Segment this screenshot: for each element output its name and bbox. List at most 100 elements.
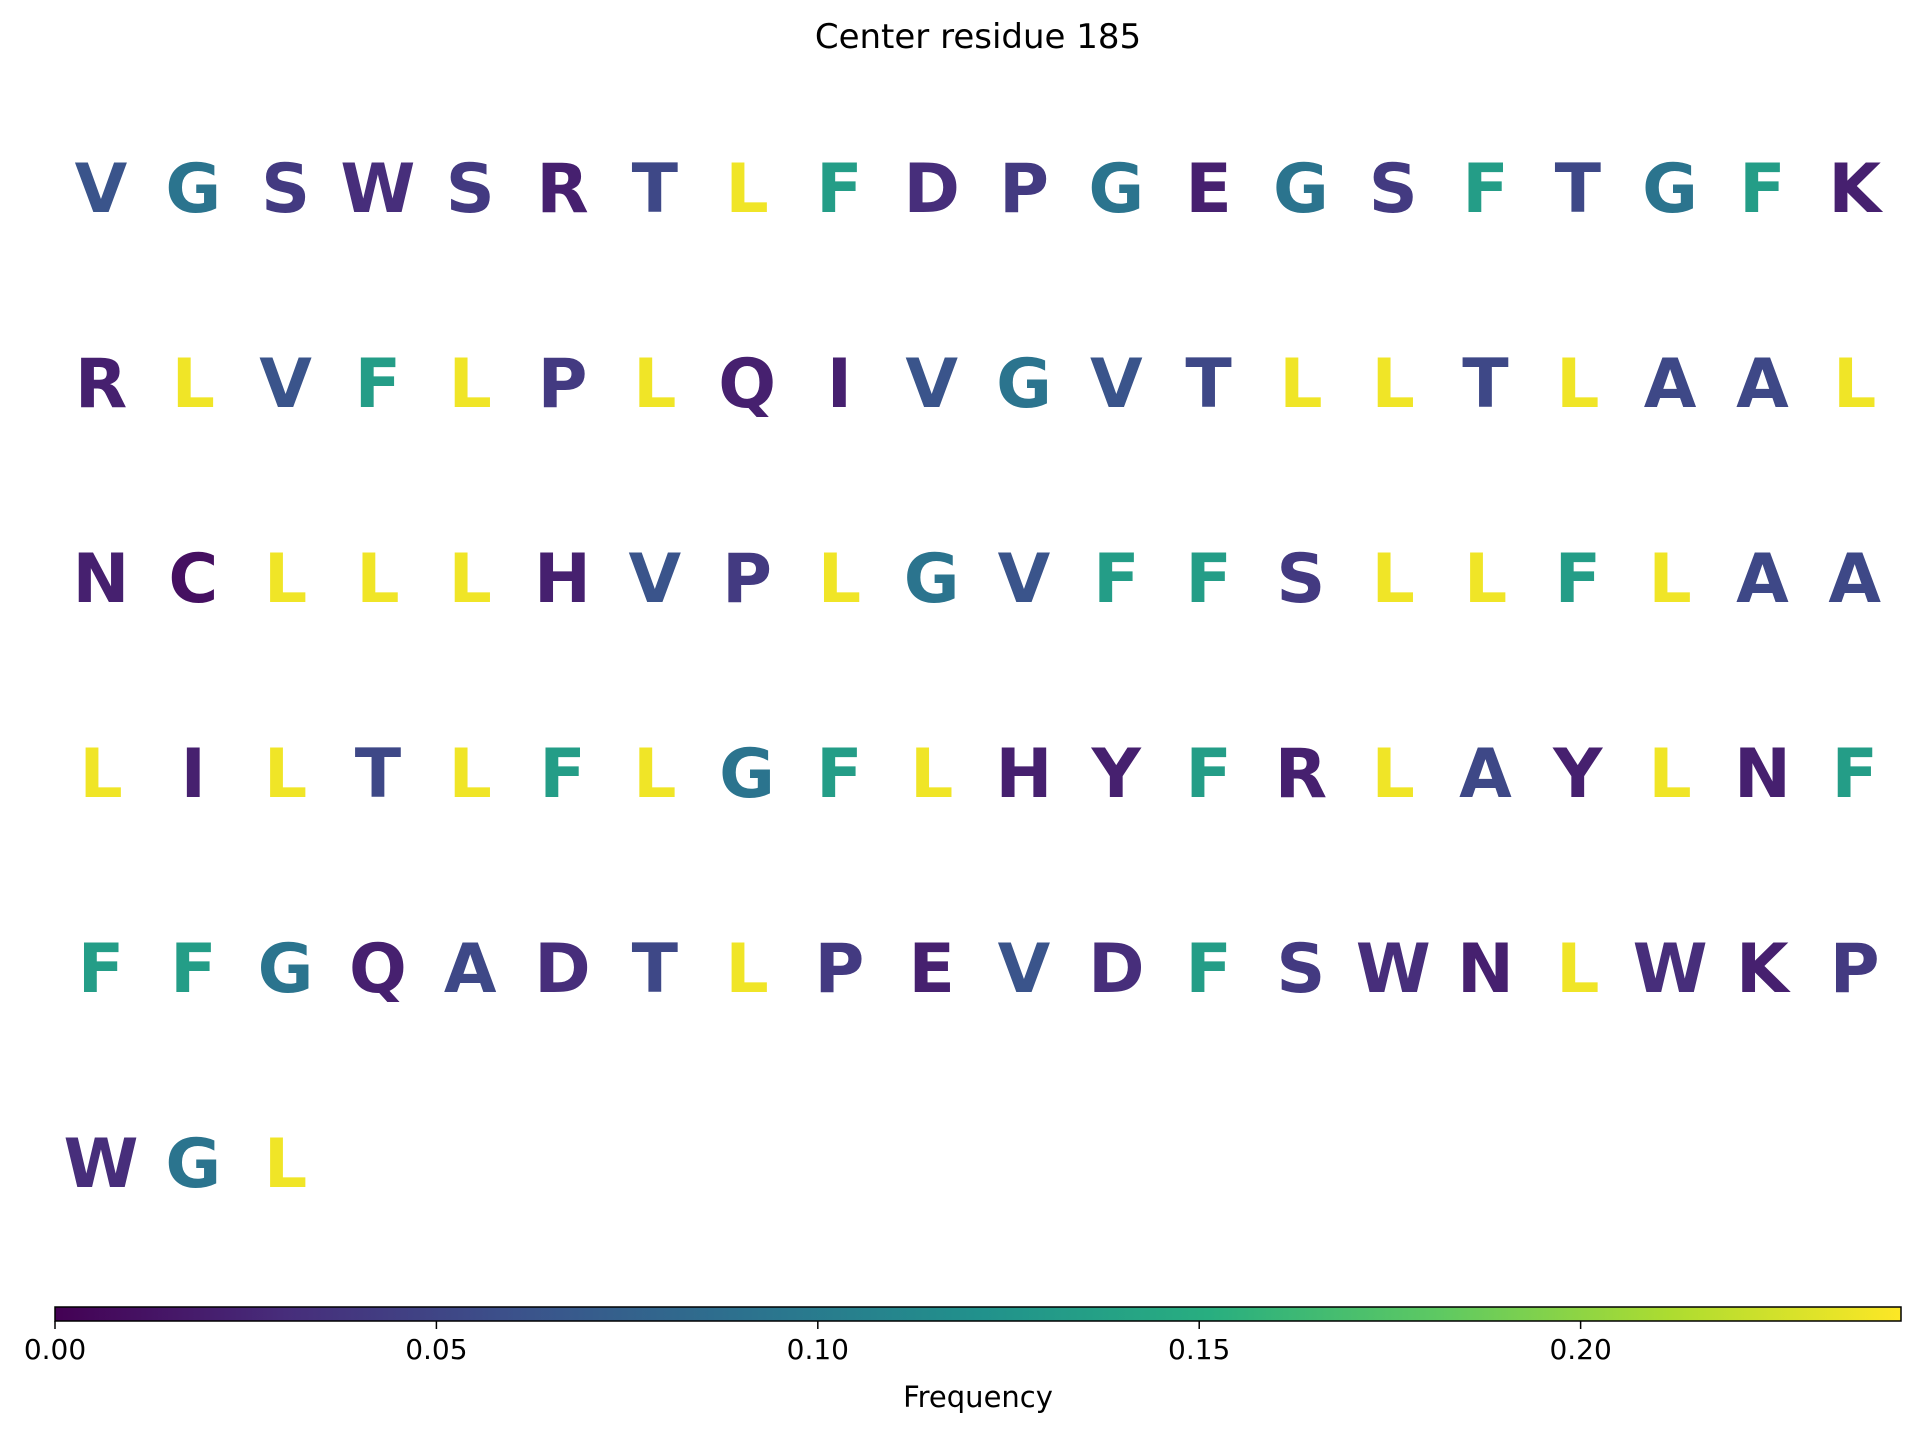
residue-letter: T: [632, 930, 679, 1009]
residue-letter: H: [996, 735, 1053, 814]
residue-letter: E: [1185, 150, 1231, 229]
residue-letter: L: [264, 735, 307, 814]
colorbar-tick-label: 0.15: [1168, 1333, 1230, 1366]
residue-letter: W: [63, 1125, 138, 1204]
residue-letter: I: [181, 735, 206, 814]
residue-letter: F: [355, 345, 401, 424]
residue-letter: P: [538, 345, 588, 424]
residue-letter: K: [1828, 150, 1883, 229]
residue-letter: V: [628, 540, 681, 619]
residue-letter: L: [1279, 345, 1322, 424]
residue-letter: P: [814, 930, 864, 1009]
residue-letter: G: [719, 735, 775, 814]
residue-letter: A: [444, 930, 497, 1009]
residue-letter: R: [1275, 735, 1327, 814]
residue-letter: F: [78, 930, 124, 1009]
residue-letter: L: [449, 735, 492, 814]
residue-letter: A: [1459, 735, 1512, 814]
residue-letter: L: [818, 540, 861, 619]
residue-letter: N: [1457, 930, 1514, 1009]
residue-letter: P: [1830, 930, 1880, 1009]
residue-letter: L: [910, 735, 953, 814]
residue-letter: G: [904, 540, 960, 619]
residue-letter: N: [73, 540, 130, 619]
residue-letter: G: [1273, 150, 1329, 229]
residue-letter: I: [827, 345, 852, 424]
residue-letter: L: [633, 735, 676, 814]
residue-letter: W: [1356, 930, 1431, 1009]
residue-letter: D: [1088, 930, 1144, 1009]
residue-letter: L: [264, 1125, 307, 1204]
colorbar-ticks: 0.00 0.05 0.10 0.15 0.20: [24, 1321, 1612, 1366]
residue-letter: T: [1555, 150, 1602, 229]
residue-letter: W: [1633, 930, 1708, 1009]
residue-letter: L: [633, 345, 676, 424]
residue-letter: G: [996, 345, 1052, 424]
residue-letter: D: [903, 150, 959, 229]
residue-letter: A: [1828, 540, 1881, 619]
colorbar: 0.00 0.05 0.10 0.15 0.20 Frequency: [24, 1306, 1902, 1414]
residue-letter: D: [534, 930, 590, 1009]
residue-letter: L: [725, 150, 768, 229]
residue-letter: F: [1462, 150, 1508, 229]
residue-letter: G: [165, 150, 221, 229]
residue-letter: S: [1276, 540, 1325, 619]
residue-letter: Q: [718, 345, 776, 424]
residue-letter: L: [1833, 345, 1876, 424]
residue-letter: P: [722, 540, 772, 619]
residue-letter: F: [170, 930, 216, 1009]
residue-letter: V: [1090, 345, 1143, 424]
residue-letter: V: [259, 345, 312, 424]
residue-letter: S: [1276, 930, 1325, 1009]
residue-letter: F: [1739, 150, 1785, 229]
residue-letter: F: [816, 150, 862, 229]
residue-letter: N: [1734, 735, 1791, 814]
residue-letter: Y: [1552, 735, 1603, 814]
chart-title: Center residue 185: [815, 17, 1141, 57]
residue-letter: F: [1555, 540, 1601, 619]
residue-letter: F: [1831, 735, 1877, 814]
residue-letter: R: [75, 345, 127, 424]
residue-letter: T: [1462, 345, 1509, 424]
colorbar-label: Frequency: [903, 1380, 1053, 1414]
colorbar-tick-label: 0.10: [787, 1333, 849, 1366]
residue-letter: L: [725, 930, 768, 1009]
residue-letter: F: [1185, 735, 1231, 814]
residue-letter: C: [168, 540, 218, 619]
residue-letter: G: [258, 930, 314, 1009]
residue-letter: F: [539, 735, 585, 814]
colorbar-tick-label: 0.20: [1549, 1333, 1611, 1366]
residue-letter: L: [1556, 930, 1599, 1009]
residue-letter: S: [446, 150, 495, 229]
colorbar-tick-label: 0.05: [405, 1333, 467, 1366]
colorbar-gradient: [54, 1306, 1902, 1322]
residue-letter: V: [998, 540, 1051, 619]
residue-letter: L: [1556, 345, 1599, 424]
residue-letter: Y: [1091, 735, 1142, 814]
residue-letter: S: [261, 150, 310, 229]
residue-letter: L: [449, 345, 492, 424]
residue-letter: L: [172, 345, 215, 424]
residue-letter: L: [1648, 540, 1691, 619]
residue-grid: V G S W S R T L F D P G E G S F T G F KR L V F L P L Q I V G V T L L T L A A L…: [63, 150, 1883, 1204]
residue-letter: A: [1736, 345, 1789, 424]
residue-letter: F: [1185, 540, 1231, 619]
residue-letter: L: [1372, 735, 1415, 814]
residue-letter: L: [1648, 735, 1691, 814]
residue-letter: S: [1369, 150, 1418, 229]
colorbar-tick-label: 0.00: [24, 1333, 86, 1366]
residue-letter: V: [998, 930, 1051, 1009]
residue-letter: L: [1464, 540, 1507, 619]
residue-letter: G: [1642, 150, 1698, 229]
residue-letter: L: [79, 735, 122, 814]
residue-letter: L: [356, 540, 399, 619]
residue-letter: T: [632, 150, 679, 229]
residue-letter: L: [449, 540, 492, 619]
residue-letter: T: [1185, 345, 1232, 424]
residue-letter: G: [1088, 150, 1144, 229]
residue-letter: G: [165, 1125, 221, 1204]
residue-letter: F: [1093, 540, 1139, 619]
residue-letter: F: [1185, 930, 1231, 1009]
residue-letter: F: [816, 735, 862, 814]
